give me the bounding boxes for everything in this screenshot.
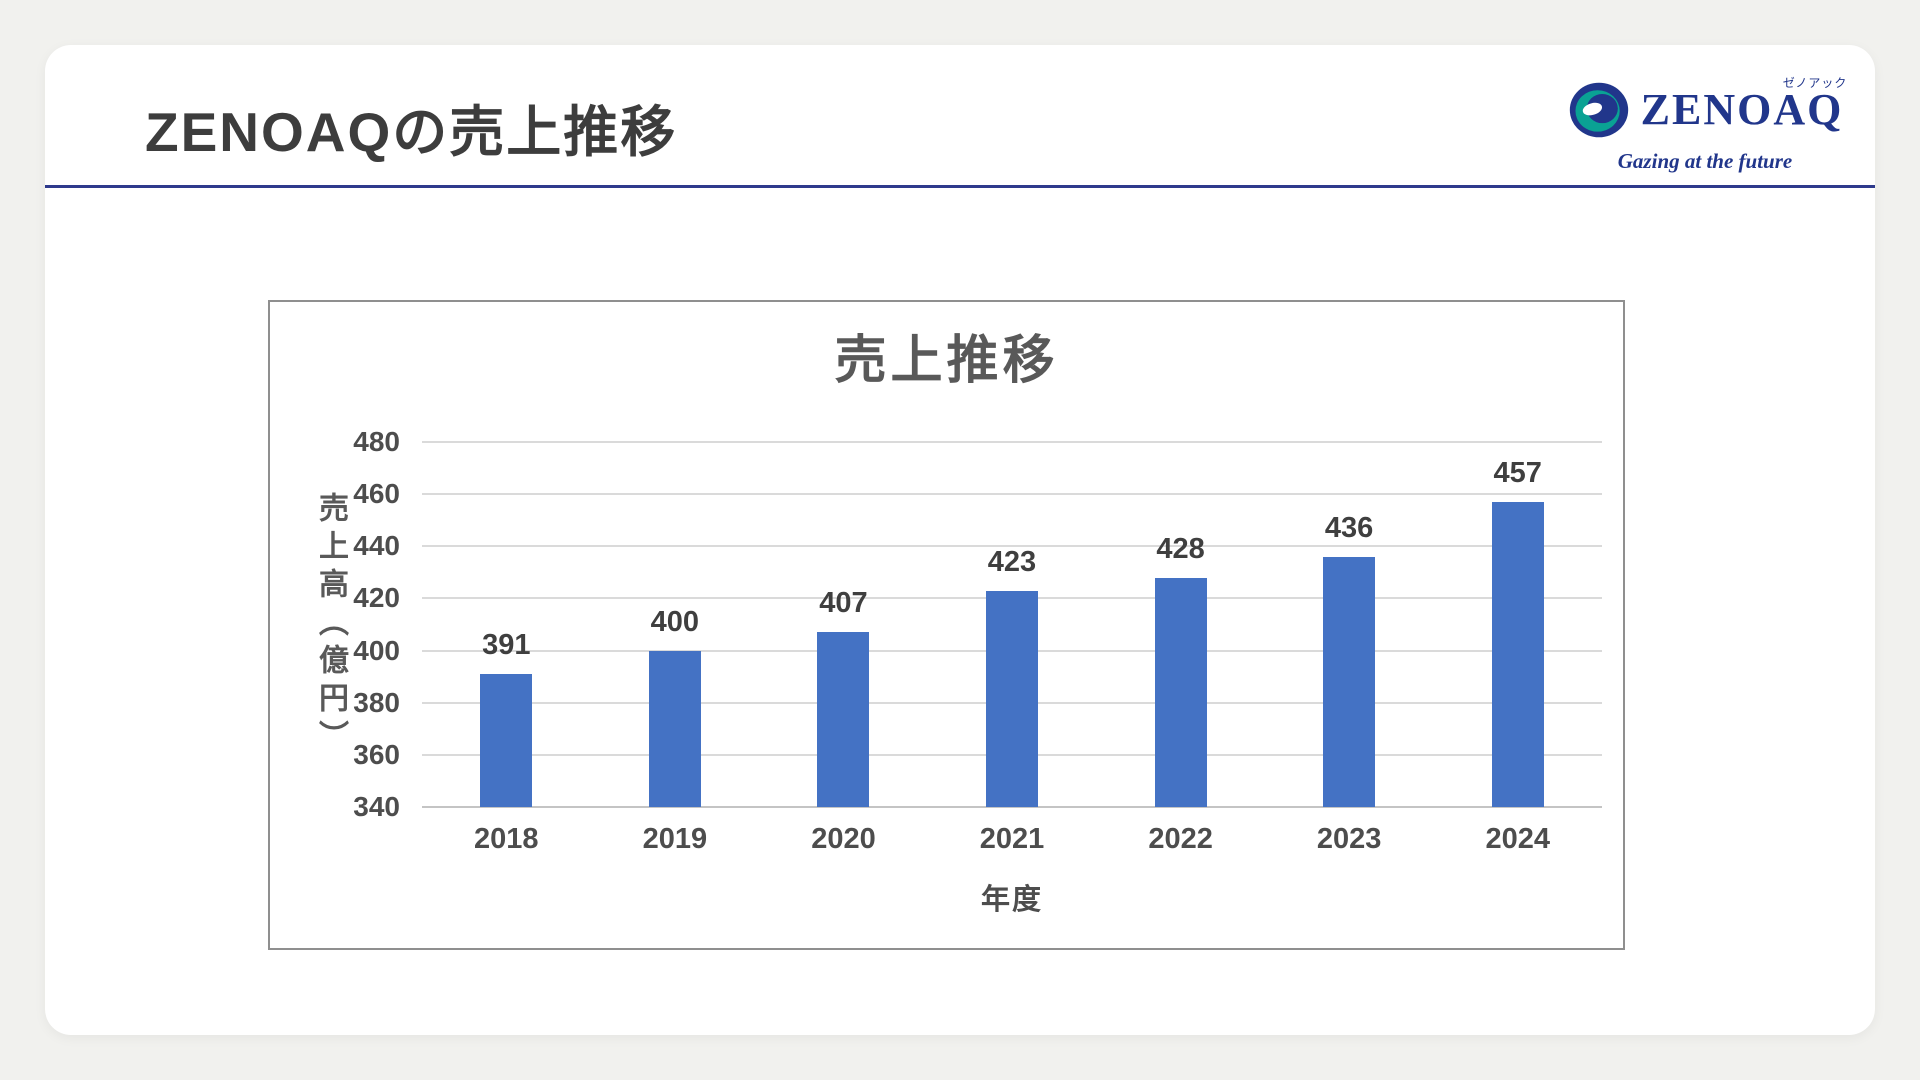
x-tick-label: 2022 [1148, 823, 1213, 855]
bar-2019 [648, 651, 701, 807]
bar-slot: 457 [1433, 442, 1602, 807]
logo-katakana: ゼノアック [1782, 76, 1848, 90]
bar-slot: 400 [591, 442, 760, 807]
plot-area: 340 360 380 400 420 440 460 480 391 400 407 423 428 4… [353, 426, 1602, 822]
x-axis-label: 年度 [980, 884, 1043, 916]
y-tick-label: 360 [353, 738, 400, 770]
bar-slot: 391 [422, 442, 591, 807]
x-tick-label: 2018 [474, 823, 539, 855]
bar-slot: 428 [1096, 442, 1265, 807]
brand-logo: ゼノアック ZENOAQ Gazing at the future [1565, 71, 1847, 183]
bar-2024 [1491, 502, 1544, 807]
bar-value-label: 391 [482, 629, 531, 661]
y-tick-label: 420 [353, 582, 400, 614]
bar-slot: 423 [928, 442, 1097, 807]
y-tick-label: 440 [353, 530, 400, 562]
slide-header: ZENOAQの売上推移 ゼノアック ZENOAQ Gazing at the f… [45, 45, 1875, 188]
y-tick-label: 400 [353, 634, 400, 666]
x-axis-tick-row: 2018 2019 2020 2021 2022 2023 2024 [422, 823, 1602, 856]
bar-2021 [985, 591, 1038, 807]
logo-mark-icon [1569, 82, 1628, 138]
bar-slot: 407 [759, 442, 928, 807]
y-tick-label: 480 [353, 426, 400, 457]
bar-value-label: 407 [819, 587, 868, 619]
chart-title: 売上推移 [834, 332, 1059, 390]
logo-brand-wrap: ゼノアック ZENOAQ [1640, 76, 1847, 134]
bar-2020 [817, 632, 870, 807]
x-tick-label: 2024 [1485, 823, 1551, 855]
y-axis-label: 売上高（億円） [314, 491, 347, 758]
bar-slot: 436 [1265, 442, 1434, 807]
y-tick-label: 460 [353, 478, 400, 510]
bar-value-label: 428 [1156, 533, 1205, 565]
bar-2018 [480, 674, 533, 807]
gridline [422, 493, 1602, 496]
page-title: ZENOAQの売上推移 [145, 101, 678, 163]
y-tick-label: 340 [353, 791, 400, 822]
x-tick-label: 2021 [979, 823, 1045, 855]
bar-value-label: 400 [650, 606, 700, 638]
bar-value-label: 457 [1493, 457, 1542, 489]
slide-card: ZENOAQの売上推移 ゼノアック ZENOAQ Gazing at the f… [45, 45, 1875, 1035]
bar-value-label: 436 [1324, 512, 1374, 544]
logo-row: ゼノアック ZENOAQ [1565, 71, 1847, 149]
bar-2022 [1154, 578, 1207, 807]
logo-tagline: Gazing at the future [1617, 149, 1793, 173]
gridline [422, 441, 1602, 443]
x-tick-label: 2020 [811, 823, 876, 855]
gridline [422, 806, 1602, 808]
bar-2023 [1323, 557, 1376, 807]
logo-brand-text: ZENOAQ [1640, 85, 1844, 134]
chart-frame: 売上推移 売上高（億円） 340 360 380 400 420 440 460 480 391… [268, 300, 1625, 950]
x-tick-label: 2023 [1316, 823, 1382, 855]
y-tick-label: 380 [353, 686, 400, 718]
gridline [422, 545, 1602, 548]
x-tick-label: 2019 [642, 823, 708, 855]
bar-value-label: 423 [987, 546, 1037, 578]
